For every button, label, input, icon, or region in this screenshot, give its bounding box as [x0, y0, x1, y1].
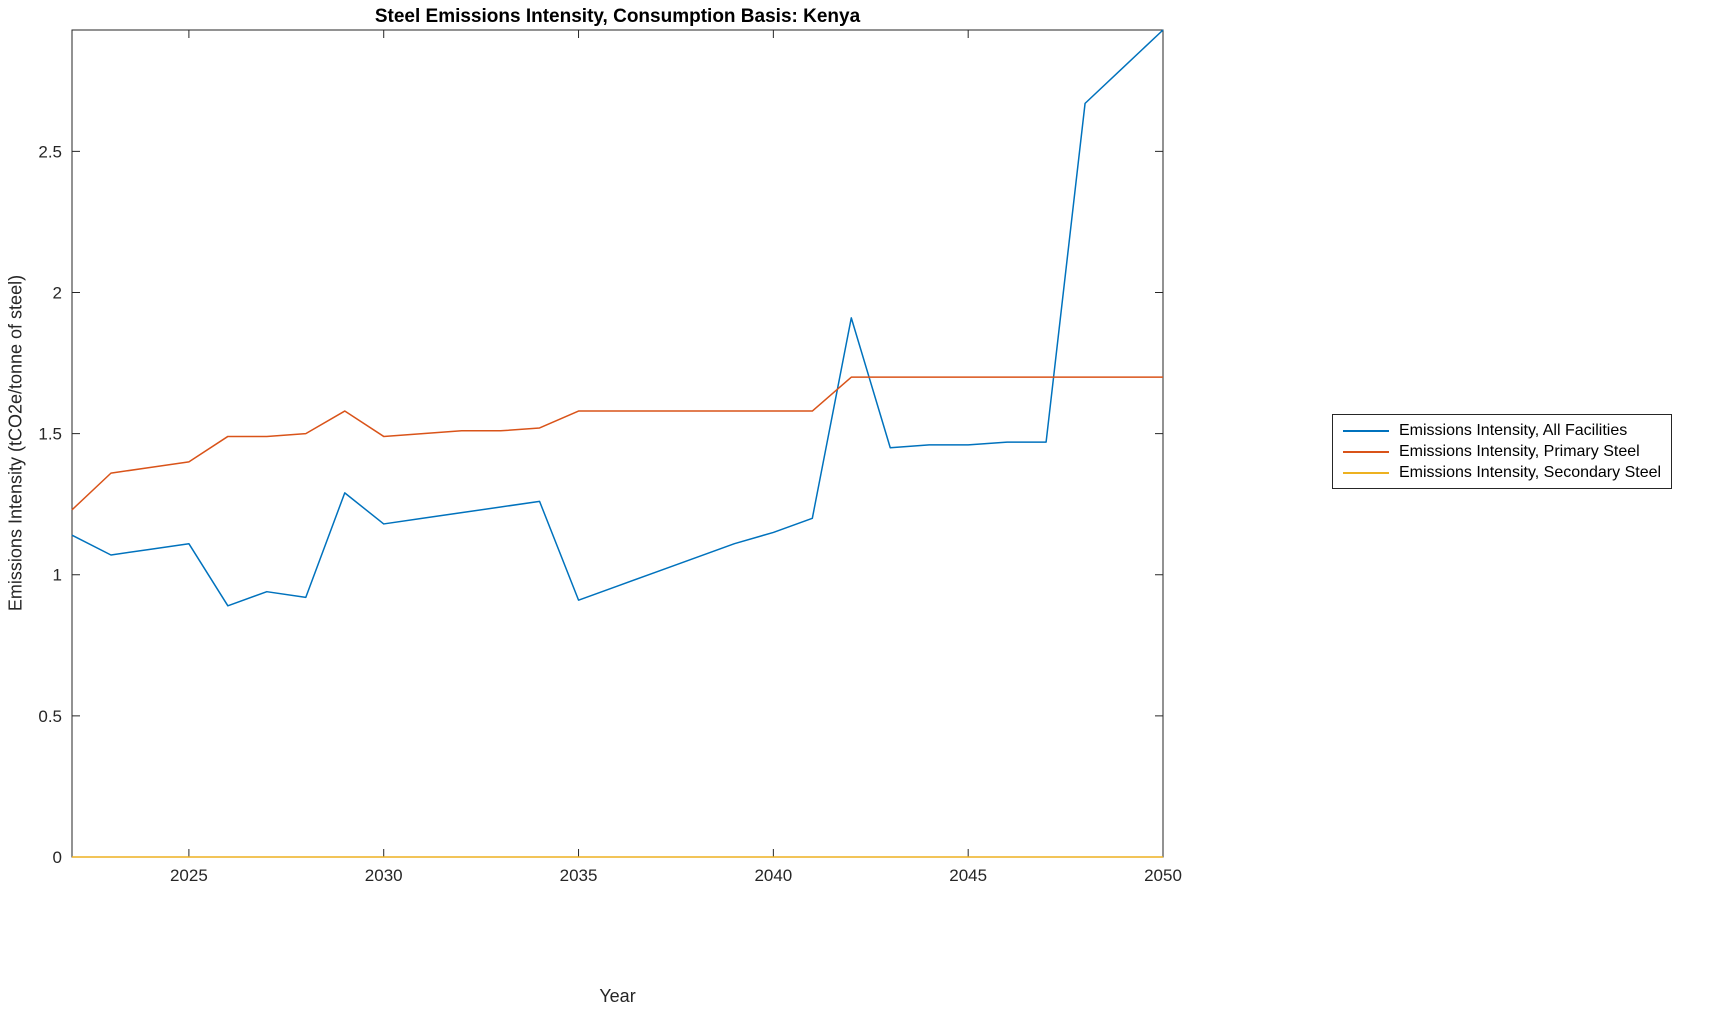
x-tick-label: 2030	[365, 866, 403, 885]
x-axis-label: Year	[599, 986, 636, 1006]
y-axis-label: Emissions Intensity (tCO2e/tonne of stee…	[5, 274, 26, 612]
legend-label: Emissions Intensity, Secondary Steel	[1399, 463, 1662, 481]
legend-item: Emissions Intensity, Secondary Steel	[1343, 462, 1661, 483]
series-line-emissions-intensity-primary-steel	[71, 376, 1163, 511]
legend-item: Emissions Intensity, All Facilities	[1343, 420, 1661, 441]
legend-item: Emissions Intensity, Primary Steel	[1343, 441, 1661, 462]
y-tick-label: 1	[53, 566, 62, 585]
y-tick-label: 0.5	[38, 707, 62, 726]
legend-label: Emissions Intensity, All Facilities	[1399, 421, 1628, 439]
x-tick-label: 2025	[170, 866, 208, 885]
x-tick-label: 2050	[1144, 866, 1182, 885]
y-tick-label: 2	[53, 283, 62, 302]
series-line-emissions-intensity-all-facilities	[71, 29, 1164, 607]
axes-box	[71, 29, 1164, 858]
legend-label: Emissions Intensity, Primary Steel	[1399, 442, 1640, 460]
y-tick-label: 0	[53, 848, 62, 867]
legend-line-swatch	[1343, 450, 1389, 453]
legend-line-swatch	[1343, 429, 1389, 432]
legend: Emissions Intensity, All Facilities Emiss…	[1332, 414, 1673, 489]
chart-title: Steel Emissions Intensity, Consumption B…	[374, 6, 861, 27]
legend-line-swatch	[1343, 471, 1389, 474]
x-tick-label: 2045	[949, 866, 987, 885]
y-tick-label: 2.5	[38, 142, 62, 161]
y-tick-label: 1.5	[38, 425, 62, 444]
x-tick-label: 2035	[560, 866, 598, 885]
x-tick-label: 2040	[754, 866, 792, 885]
